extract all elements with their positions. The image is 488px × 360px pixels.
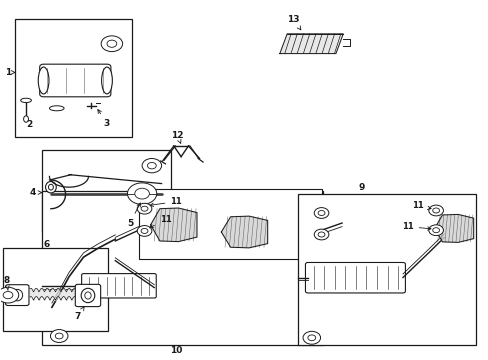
Ellipse shape <box>45 181 56 193</box>
Circle shape <box>428 205 443 216</box>
Text: 6: 6 <box>44 240 50 249</box>
Circle shape <box>3 292 13 299</box>
FancyBboxPatch shape <box>81 274 156 298</box>
FancyBboxPatch shape <box>75 284 101 307</box>
Circle shape <box>141 228 148 233</box>
Ellipse shape <box>81 288 95 303</box>
Polygon shape <box>279 34 343 54</box>
FancyBboxPatch shape <box>5 285 29 306</box>
Ellipse shape <box>38 67 49 94</box>
Circle shape <box>432 208 439 213</box>
Circle shape <box>318 232 325 237</box>
Ellipse shape <box>23 116 28 122</box>
Circle shape <box>141 206 148 211</box>
Circle shape <box>137 226 152 236</box>
Text: 9: 9 <box>358 183 364 192</box>
Text: 3: 3 <box>98 109 110 128</box>
Text: 12: 12 <box>171 131 183 143</box>
Bar <box>3 248 108 330</box>
Text: 8: 8 <box>3 276 10 291</box>
Circle shape <box>314 208 328 219</box>
Text: 11: 11 <box>411 201 430 210</box>
Text: 2: 2 <box>26 120 32 129</box>
Ellipse shape <box>20 98 31 103</box>
Circle shape <box>307 335 315 341</box>
Ellipse shape <box>49 106 64 111</box>
Circle shape <box>428 225 443 235</box>
Polygon shape <box>150 208 197 242</box>
Circle shape <box>0 287 19 303</box>
Circle shape <box>303 331 320 344</box>
Text: 11: 11 <box>149 215 171 228</box>
Bar <box>139 189 321 259</box>
Circle shape <box>55 333 63 339</box>
Bar <box>42 149 171 232</box>
Circle shape <box>142 158 161 173</box>
Ellipse shape <box>102 67 112 94</box>
FancyBboxPatch shape <box>40 64 111 97</box>
Bar <box>42 191 322 345</box>
Text: 7: 7 <box>74 307 84 321</box>
Text: 13: 13 <box>286 15 300 30</box>
Circle shape <box>432 228 439 233</box>
Circle shape <box>137 203 152 214</box>
Bar <box>298 194 475 345</box>
Circle shape <box>135 188 149 199</box>
Text: 5: 5 <box>126 203 140 228</box>
Text: 11: 11 <box>150 197 182 207</box>
Ellipse shape <box>48 184 53 190</box>
Ellipse shape <box>84 292 91 299</box>
Circle shape <box>127 183 157 204</box>
Text: 4: 4 <box>29 188 41 197</box>
Circle shape <box>50 329 68 342</box>
Circle shape <box>107 40 117 47</box>
Circle shape <box>101 36 122 51</box>
Text: 11: 11 <box>401 222 430 231</box>
FancyBboxPatch shape <box>305 262 405 293</box>
Polygon shape <box>434 215 473 242</box>
Circle shape <box>147 162 156 169</box>
Bar <box>15 19 132 137</box>
Text: 10: 10 <box>170 346 182 355</box>
Circle shape <box>318 211 325 216</box>
Circle shape <box>314 229 328 240</box>
Ellipse shape <box>12 289 22 301</box>
Text: 1: 1 <box>5 68 15 77</box>
Polygon shape <box>221 216 267 248</box>
